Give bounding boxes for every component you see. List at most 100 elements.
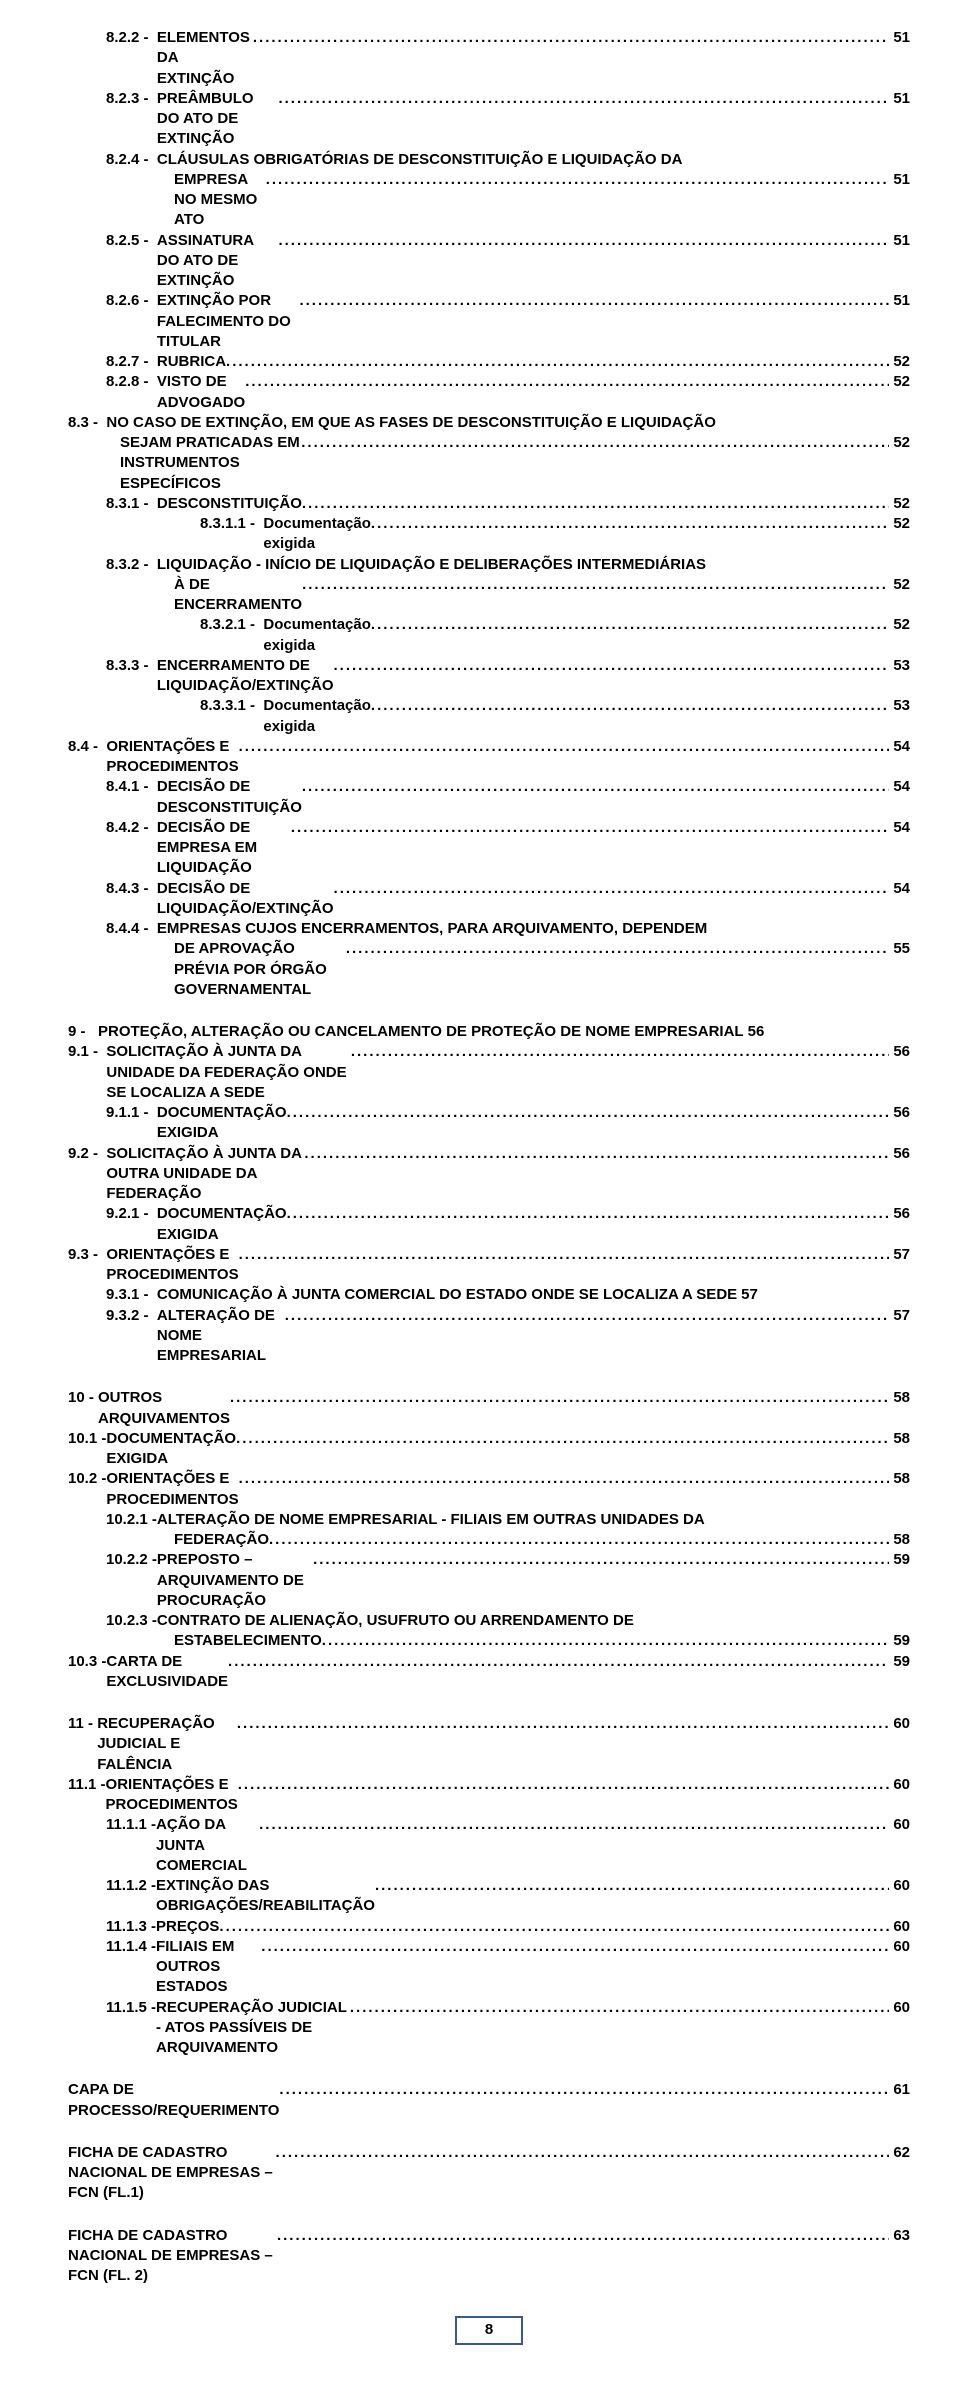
toc-entry-page: 60 — [889, 1775, 910, 1795]
toc-entry-label: FILIAIS EM OUTROS ESTADOS — [156, 1937, 261, 1998]
toc-entry-page: 60 — [889, 1876, 910, 1896]
toc-entry-number: 8.2.7 - — [106, 352, 157, 372]
toc-entry-number: 10.2 - — [68, 1469, 106, 1489]
toc-entry-page: 57 — [737, 1285, 758, 1305]
toc-entry: 10.3 -CARTA DE EXCLUSIVIDADE 59 — [68, 1652, 910, 1693]
toc-entry-page: 54 — [889, 777, 910, 797]
toc-entry: 9.3 - ORIENTAÇÕES E PROCEDIMENTOS 57 — [68, 1245, 910, 1286]
toc-entry-number: 10.2.1 - — [106, 1510, 157, 1530]
toc-entry-label: FEDERAÇÃO — [174, 1530, 269, 1550]
toc-entry: 11.1.3 -PREÇOS 60 — [68, 1917, 910, 1937]
toc-entry-page: 60 — [889, 1998, 910, 2018]
toc-leader — [285, 1306, 890, 1326]
toc-entry-page: 56 — [889, 1144, 910, 1164]
toc-entry-label: ENCERRAMENTO DE LIQUIDAÇÃO/EXTINÇÃO — [157, 656, 334, 697]
toc-leader — [245, 372, 889, 392]
toc-entry-label: COMUNICAÇÃO À JUNTA COMERCIAL DO ESTADO … — [157, 1285, 737, 1305]
toc-entry: 11.1.5 -RECUPERAÇÃO JUDICIAL - ATOS PASS… — [68, 1998, 910, 2059]
toc-entry-label: Documentação exigida — [263, 615, 371, 656]
toc-entry-page: 54 — [889, 737, 910, 757]
toc-entry-page: 52 — [889, 615, 910, 635]
toc-entry-number: 8.3 - — [68, 413, 106, 433]
toc-leader — [371, 696, 889, 716]
toc-entry-number: 8.2.2 - — [106, 28, 157, 48]
toc-leader — [238, 1775, 890, 1795]
toc-leader — [278, 231, 889, 251]
toc-entry-label: DESCONSTITUIÇÃO — [157, 494, 302, 514]
toc-entry-page: 52 — [889, 514, 910, 534]
toc-entry: 8.3.2.1 - Documentação exigida 52 — [68, 615, 910, 656]
toc-group: CAPA DE PROCESSO/REQUERIMENTO 61 — [68, 2080, 910, 2121]
toc-leader — [236, 1429, 889, 1449]
toc-entry-label: EXTINÇÃO POR FALECIMENTO DO TITULAR — [157, 291, 300, 352]
toc-leader — [266, 170, 890, 190]
toc-entry-label: NO CASO DE EXTINÇÃO, EM QUE AS FASES DE … — [106, 413, 716, 433]
toc-leader — [230, 1388, 889, 1408]
toc-entry: 8.4.2 - DECISÃO DE EMPRESA EM LIQUIDAÇÃO… — [68, 818, 910, 879]
toc-entry-page: 58 — [889, 1388, 910, 1408]
toc-entry-number: 8.2.4 - — [106, 150, 157, 170]
toc-entry-number: 8.4.2 - — [106, 818, 157, 838]
toc-entry-label: PREPOSTO – ARQUIVAMENTO DE PROCURAÇÃO — [157, 1550, 313, 1611]
toc-entry: 10.1 -DOCUMENTAÇÃO EXIGIDA 58 — [68, 1429, 910, 1470]
toc-entry: 8.3.2 - LIQUIDAÇÃO - INÍCIO DE LIQUIDAÇÃ… — [68, 555, 910, 575]
toc-entry-number: 9.2 - — [68, 1144, 106, 1164]
toc-entry-label: LIQUIDAÇÃO - INÍCIO DE LIQUIDAÇÃO E DELI… — [157, 555, 706, 575]
toc-entry: 8.4 - ORIENTAÇÕES E PROCEDIMENTOS 54 — [68, 737, 910, 778]
toc-group: FICHA DE CADASTRO NACIONAL DE EMPRESAS –… — [68, 2143, 910, 2204]
toc-entry-number: 8.4.3 - — [106, 879, 157, 899]
toc-entry: DE APROVAÇÃO PRÉVIA POR ÓRGÃO GOVERNAMEN… — [68, 939, 910, 1000]
toc-leader — [253, 28, 889, 48]
toc-entry-number: 11.1.3 - — [106, 1917, 156, 1937]
toc-leader — [228, 1652, 889, 1672]
toc-entry-label: EMPRESA NO MESMO ATO — [174, 170, 266, 231]
toc-entry-label: RUBRICA — [157, 352, 226, 372]
toc-entry-page: 51 — [889, 89, 910, 109]
toc-entry: 11.1.4 -FILIAIS EM OUTROS ESTADOS 60 — [68, 1937, 910, 1998]
toc-entry: 8.3.1.1 - Documentação exigida 52 — [68, 514, 910, 555]
toc-entry: 9 - PROTEÇÃO, ALTERAÇÃO OU CANCELAMENTO … — [68, 1022, 910, 1042]
toc-leader — [277, 2226, 889, 2246]
toc-entry-number: 9 - — [68, 1022, 98, 1042]
toc-entry-number: 11 - — [68, 1714, 97, 1734]
toc-leader — [304, 1144, 889, 1164]
toc-group: 10 - OUTROS ARQUIVAMENTOS 5810.1 -DOCUME… — [68, 1388, 910, 1692]
toc-entry-page: 57 — [889, 1306, 910, 1326]
toc-entry-label: ALTERAÇÃO DE NOME EMPRESARIAL - FILIAIS … — [157, 1510, 705, 1530]
toc-entry-page: 51 — [889, 291, 910, 311]
toc-entry: 10.2.3 -CONTRATO DE ALIENAÇÃO, USUFRUTO … — [68, 1611, 910, 1631]
toc-entry-number: 8.3.3 - — [106, 656, 157, 676]
toc-entry-number: 8.2.5 - — [106, 231, 157, 251]
toc-entry-label: DE APROVAÇÃO PRÉVIA POR ÓRGÃO GOVERNAMEN… — [174, 939, 346, 1000]
toc-entry-page: 51 — [889, 231, 910, 251]
toc-entry-label: ELEMENTOS DA EXTINÇÃO — [157, 28, 253, 89]
toc-entry-page: 55 — [889, 939, 910, 959]
toc-entry: 11.1.1 -AÇÃO DA JUNTA COMERCIAL 60 — [68, 1815, 910, 1876]
toc-leader — [371, 615, 889, 635]
toc-entry: 8.2.8 - VISTO DE ADVOGADO 52 — [68, 372, 910, 413]
toc-entry-page: 53 — [889, 696, 910, 716]
toc-entry-label: ORIENTAÇÕES E PROCEDIMENTOS — [106, 1245, 238, 1286]
toc-group: FICHA DE CADASTRO NACIONAL DE EMPRESAS –… — [68, 2226, 910, 2287]
toc-entry: 9.2.1 - DOCUMENTAÇÃO EXIGIDA 56 — [68, 1204, 910, 1245]
toc-leader — [351, 1042, 890, 1062]
toc-entry-label: DECISÃO DE EMPRESA EM LIQUIDAÇÃO — [157, 818, 291, 879]
toc-entry-number: 8.4.4 - — [106, 919, 157, 939]
toc-entry: 8.4.4 - EMPRESAS CUJOS ENCERRAMENTOS, PA… — [68, 919, 910, 939]
toc-entry: FEDERAÇÃO 58 — [68, 1530, 910, 1550]
toc-leader — [269, 1530, 889, 1550]
toc-entry-number: 10.3 - — [68, 1652, 106, 1672]
toc-entry-page: 62 — [889, 2143, 910, 2163]
toc-entry: FICHA DE CADASTRO NACIONAL DE EMPRESAS –… — [68, 2143, 910, 2204]
toc-entry-label: SEJAM PRATICADAS EM INSTRUMENTOS ESPECÍF… — [120, 433, 301, 494]
toc-leader — [350, 1998, 889, 2018]
toc-entry: 8.2.6 - EXTINÇÃO POR FALECIMENTO DO TITU… — [68, 291, 910, 352]
toc-entry-page: 56 — [889, 1103, 910, 1123]
toc-entry-label: FICHA DE CADASTRO NACIONAL DE EMPRESAS –… — [68, 2226, 277, 2287]
toc-entry-label: SOLICITAÇÃO À JUNTA DA OUTRA UNIDADE DA … — [106, 1144, 304, 1205]
toc-entry-page: 59 — [889, 1652, 910, 1672]
toc-entry-label: ORIENTAÇÕES E PROCEDIMENTOS — [106, 737, 238, 778]
toc-leader — [287, 1103, 890, 1123]
toc-entry: CAPA DE PROCESSO/REQUERIMENTO 61 — [68, 2080, 910, 2121]
toc-leader — [276, 2143, 890, 2163]
